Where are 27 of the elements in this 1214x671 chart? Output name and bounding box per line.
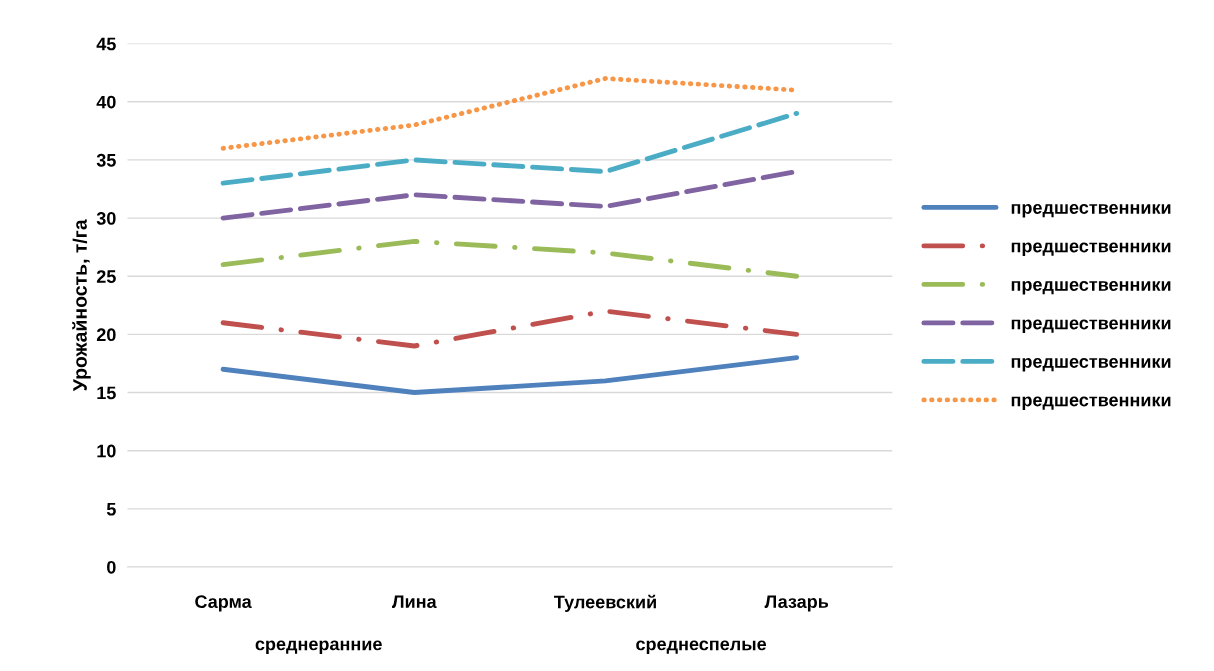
line-series [220,238,800,279]
legend-label: предшественники [1011,203,1171,218]
y-axis-title: Урожайность, т/га [72,219,91,392]
x-tick-label: Лазарь [764,595,829,612]
y-tick-label: 40 [96,95,116,109]
legend-label: предшественники [1011,242,1171,256]
y-tick-label: 0 [107,560,116,574]
y-tick-label: 10 [97,444,116,458]
y-tick-label: 25 [96,270,116,283]
y-tick-label: 45 [96,37,116,51]
y-tick-label: 20 [96,328,116,342]
x-tick-label: Сарма [195,595,252,612]
x-tick-label: Лина [391,595,437,609]
x-tick-label: Тулеевский [554,594,656,612]
y-tick-label: 30 [96,212,116,225]
line-series [220,110,800,186]
legend-label: предшественники [1011,280,1171,295]
line-series [220,308,800,349]
legend-label: предшественники [1011,319,1171,333]
y-tick-label: 35 [96,153,116,167]
y-tick-label: 15 [97,386,116,400]
text: среднеспелые [636,640,767,654]
line-series [220,355,800,395]
legend-label: предшественники [1011,357,1171,372]
y-tick-label: 5 [106,502,116,516]
text: среднеранние [255,640,382,654]
legend-label: предшественники [1011,396,1171,410]
